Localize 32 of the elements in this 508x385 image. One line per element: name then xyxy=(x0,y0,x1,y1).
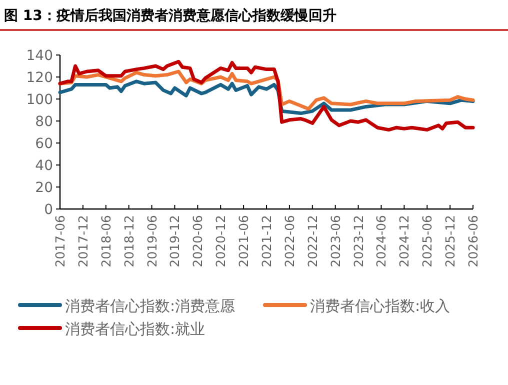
x-tick-label: 2017-06 xyxy=(52,214,68,268)
x-tick-label: 2024-12 xyxy=(396,215,412,268)
legend-label: 消费者信心指数:收入 xyxy=(310,297,450,315)
chart-title: 图 13：疫情后我国消费者消费意愿信心指数缓慢回升 xyxy=(4,7,336,24)
x-tick-label: 2023-12 xyxy=(350,215,366,268)
y-tick-label: 120 xyxy=(26,70,53,86)
x-tick-label: 2023-06 xyxy=(328,214,343,268)
legend-label: 消费者信心指数:消费意愿 xyxy=(65,297,236,315)
x-tick-label: 2025-06 xyxy=(420,214,435,268)
x-tick-label: 2019-06 xyxy=(144,214,160,268)
x-tick-label: 2020-06 xyxy=(190,214,206,268)
y-tick-label: 0 xyxy=(44,202,53,218)
y-tick-label: 20 xyxy=(35,180,53,196)
y-tick-label: 60 xyxy=(35,136,53,152)
y-tick-label: 40 xyxy=(35,158,53,174)
x-tick-label: 2022-06 xyxy=(282,214,297,268)
x-tick-label: 2017-12 xyxy=(75,215,90,268)
y-tick-label: 140 xyxy=(26,48,53,64)
y-tick-label: 80 xyxy=(35,114,53,130)
x-tick-label: 2025-12 xyxy=(442,215,458,268)
x-tick-label: 2019-12 xyxy=(167,215,182,268)
line-series xyxy=(58,60,475,132)
x-tick-label: 2018-12 xyxy=(121,215,136,268)
x-tick-label: 2020-12 xyxy=(213,215,228,268)
x-tick-label: 2026-06 xyxy=(466,214,480,268)
y-tick-label: 100 xyxy=(26,92,53,108)
x-tick-label: 2022-12 xyxy=(304,215,320,268)
x-tick-label: 2018-06 xyxy=(98,214,114,268)
legend-label: 消费者信心指数:就业 xyxy=(65,320,206,338)
x-tick-label: 2024-06 xyxy=(374,214,389,268)
x-tick-label: 2021-12 xyxy=(259,215,274,268)
x-tick-label: 2021-06 xyxy=(236,214,252,268)
